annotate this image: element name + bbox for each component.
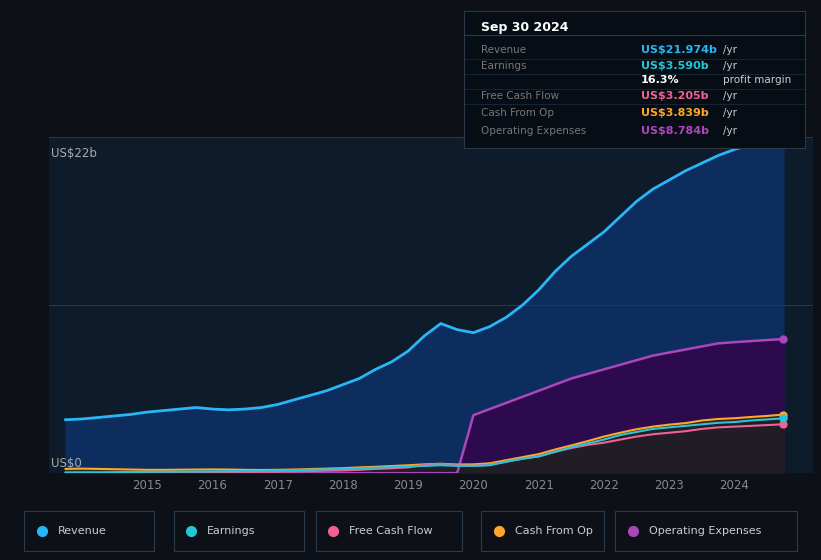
Text: Revenue: Revenue <box>481 45 526 55</box>
Text: /yr: /yr <box>722 108 736 118</box>
Text: Free Cash Flow: Free Cash Flow <box>349 526 433 535</box>
Text: /yr: /yr <box>722 45 736 55</box>
Text: Operating Expenses: Operating Expenses <box>481 125 586 136</box>
Text: Sep 30 2024: Sep 30 2024 <box>481 21 568 34</box>
Text: Revenue: Revenue <box>57 526 106 535</box>
Text: US$0: US$0 <box>51 457 81 470</box>
Text: US$8.784b: US$8.784b <box>641 125 709 136</box>
Text: US$3.205b: US$3.205b <box>641 91 709 101</box>
Text: Free Cash Flow: Free Cash Flow <box>481 91 559 101</box>
Text: profit margin: profit margin <box>722 75 791 85</box>
Text: US$21.974b: US$21.974b <box>641 45 717 55</box>
Text: /yr: /yr <box>722 91 736 101</box>
Text: 16.3%: 16.3% <box>641 75 680 85</box>
Text: Earnings: Earnings <box>207 526 255 535</box>
Text: Earnings: Earnings <box>481 61 526 71</box>
Text: /yr: /yr <box>722 125 736 136</box>
Text: /yr: /yr <box>722 61 736 71</box>
Text: Operating Expenses: Operating Expenses <box>649 526 761 535</box>
Text: Cash From Op: Cash From Op <box>515 526 593 535</box>
Text: US$3.590b: US$3.590b <box>641 61 709 71</box>
Text: US$22b: US$22b <box>51 147 97 160</box>
Text: Cash From Op: Cash From Op <box>481 108 554 118</box>
Text: US$3.839b: US$3.839b <box>641 108 709 118</box>
